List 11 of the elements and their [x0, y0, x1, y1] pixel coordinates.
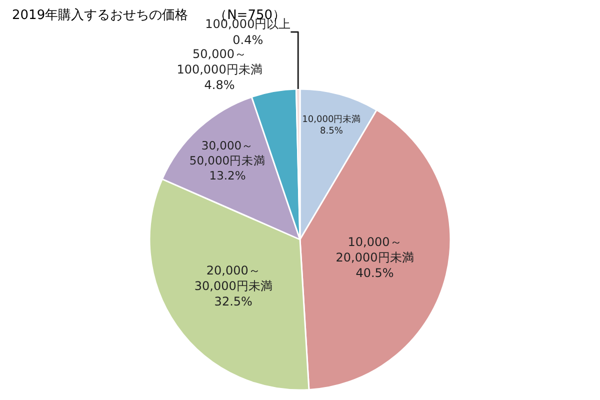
slice-label: 10,000～20,000円未満 [336, 234, 414, 265]
data-label: 13.2% [209, 168, 246, 182]
slice-label: 10,000円未満 [302, 114, 361, 125]
slice-label: 30,000～50,000円未満 [189, 138, 266, 168]
slice-label: 20,000～30,000円未満 [194, 263, 272, 293]
data-label: 0.4% [232, 32, 264, 47]
data-label: 32.5% [214, 294, 252, 309]
slice-label: 50,000～100,000円未満 [176, 46, 262, 76]
data-label: 40.5% [356, 266, 394, 280]
data-label: 8.5% [320, 126, 344, 137]
data-label: 4.8% [204, 78, 235, 92]
